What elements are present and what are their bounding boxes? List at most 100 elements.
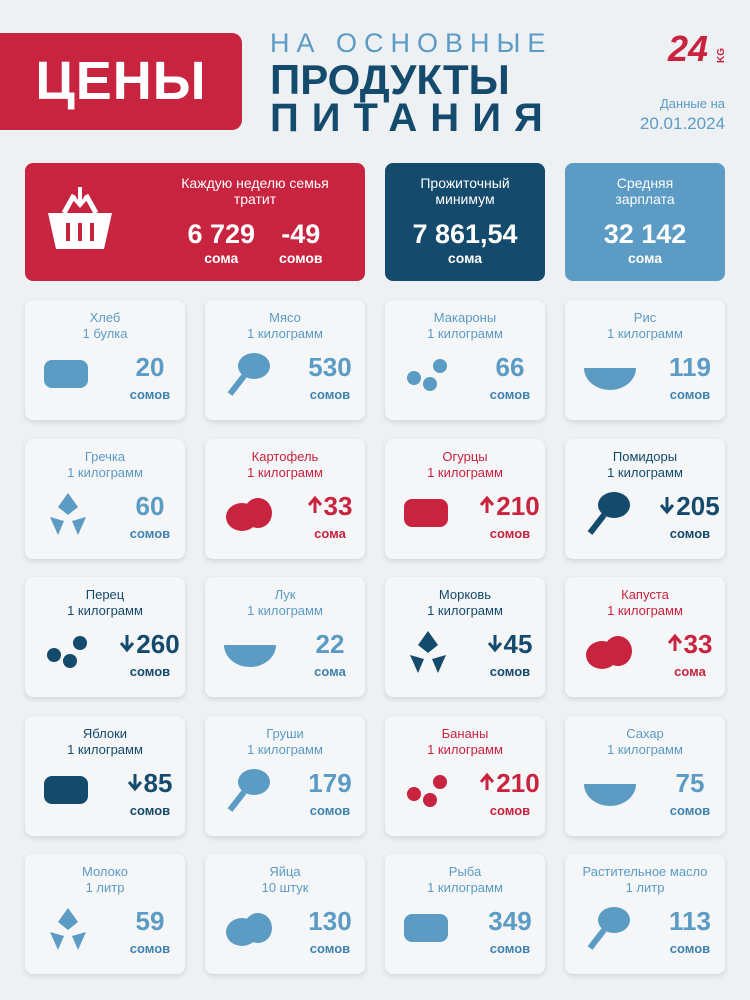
product-unit: 1 килограмм bbox=[247, 741, 323, 757]
summary-card: Средняя зарплата 32 142 сома bbox=[565, 163, 725, 281]
product-value: 130 bbox=[290, 906, 370, 937]
product-price: 20 bbox=[135, 352, 165, 382]
product-unit: 1 килограмм bbox=[607, 326, 683, 341]
product-name: Рыба bbox=[448, 864, 482, 879]
product-name: Хлеб bbox=[89, 310, 121, 325]
product-name: Огурцы bbox=[442, 448, 488, 464]
date-label: Данные на bbox=[660, 96, 725, 111]
product-unit: 1 килограмм bbox=[427, 741, 503, 757]
icon bbox=[50, 908, 86, 950]
icon bbox=[50, 492, 86, 535]
product-currency: сомов bbox=[129, 802, 171, 818]
product-value: 530 bbox=[290, 352, 370, 383]
product-price: 260 bbox=[136, 629, 180, 659]
product-card: Гречка 1 килограмм 60 сомов bbox=[25, 438, 185, 559]
product-price: 179 bbox=[308, 767, 352, 798]
product-currency: сомов bbox=[489, 802, 531, 818]
product-price: 210 bbox=[496, 490, 540, 521]
summary-title: Каждую неделю семья тратит bbox=[181, 175, 329, 207]
product-value: 113 bbox=[650, 906, 730, 937]
product-currency: сомов bbox=[669, 387, 711, 402]
icon bbox=[226, 497, 272, 531]
product-unit: 1 килограмм bbox=[247, 603, 323, 618]
product-card: Лук 1 килограмм 22 сома bbox=[205, 577, 365, 697]
icon bbox=[587, 907, 630, 950]
title-line: ПИТАНИЯ bbox=[270, 96, 556, 140]
icon bbox=[586, 636, 632, 669]
icon bbox=[404, 914, 448, 942]
icon bbox=[584, 783, 636, 806]
icon bbox=[44, 360, 88, 388]
icon bbox=[227, 768, 270, 812]
product-price: 119 bbox=[669, 352, 711, 382]
product-currency: сомов bbox=[309, 387, 351, 402]
product-value: 179 bbox=[290, 768, 370, 799]
figure-value: 7 861,54 bbox=[412, 219, 518, 249]
product-card: Макароны 1 килограмм 66 сомов bbox=[385, 300, 545, 420]
product-name: Картофель bbox=[251, 448, 319, 464]
product-card: Растительное масло 1 литр 113 сомов bbox=[565, 854, 725, 974]
title-line: ПРОДУКТЫ bbox=[270, 56, 510, 103]
icon bbox=[47, 636, 87, 668]
icon bbox=[44, 775, 88, 804]
product-unit: 1 килограмм bbox=[67, 741, 143, 757]
icon bbox=[410, 631, 446, 673]
badge: ЦЕНЫ bbox=[0, 33, 242, 130]
product-value: 60 bbox=[110, 491, 190, 522]
product-card: Хлеб 1 булка 20 сомов bbox=[25, 300, 185, 420]
product-value: 22 bbox=[290, 629, 370, 660]
summary-card: Прожиточный минимум 7 861,54 сома bbox=[385, 163, 545, 281]
trend-arrow bbox=[480, 772, 495, 790]
product-price: 33 bbox=[323, 490, 353, 521]
trend-arrow bbox=[120, 635, 135, 653]
product-card: Рыба 1 килограмм 349 сомов bbox=[385, 854, 545, 974]
figure: 6 729 сома bbox=[187, 219, 255, 266]
product-currency: сомов bbox=[489, 941, 531, 956]
icon bbox=[407, 359, 447, 391]
product-price: 85 bbox=[143, 767, 173, 798]
product-unit: 1 килограмм bbox=[607, 464, 683, 480]
product-value: 349 bbox=[470, 906, 550, 937]
product-value: 66 bbox=[470, 352, 550, 383]
product-name: Мясо bbox=[269, 310, 301, 325]
logo: 24 bbox=[668, 28, 709, 69]
figure-value: 32 142 bbox=[603, 219, 687, 249]
product-value: 85 bbox=[110, 768, 190, 799]
logo-suffix: KG bbox=[716, 48, 727, 63]
summary-body: Прожиточный минимум 7 861,54 сома bbox=[385, 175, 545, 268]
figure-currency: сома bbox=[627, 250, 663, 266]
trend-arrow bbox=[487, 635, 502, 653]
icon bbox=[584, 368, 636, 390]
product-price: 75 bbox=[675, 767, 705, 798]
icon bbox=[404, 498, 448, 527]
product-name: Растительное масло bbox=[582, 864, 708, 879]
product-card: Морковь 1 килограмм 45 сомов bbox=[385, 577, 545, 697]
product-unit: 1 килограмм bbox=[247, 464, 323, 480]
summary-body: Каждую неделю семья тратит 6 729 сома -49 со… bbox=[145, 175, 365, 268]
product-card: Молоко 1 литр 59 сомов bbox=[25, 854, 185, 974]
product-price: 530 bbox=[308, 352, 352, 382]
product-name: Молоко bbox=[82, 864, 128, 879]
product-price: 130 bbox=[308, 906, 352, 936]
product-unit: 1 килограмм bbox=[427, 880, 503, 895]
product-currency: сомов bbox=[129, 525, 171, 541]
product-value: 205 bbox=[650, 491, 730, 522]
product-name: Лук bbox=[274, 587, 296, 602]
figure-currency: сома bbox=[204, 250, 239, 266]
product-name: Яйца bbox=[269, 864, 301, 879]
product-unit: 1 килограмм bbox=[427, 326, 503, 341]
product-value: 260 bbox=[110, 629, 190, 660]
figure-currency: сомов bbox=[279, 250, 323, 266]
product-currency: сомов bbox=[309, 802, 351, 818]
product-currency: сомов bbox=[129, 664, 171, 679]
product-price: 60 bbox=[135, 490, 165, 521]
product-currency: сома bbox=[314, 664, 346, 679]
trend-arrow bbox=[127, 773, 142, 791]
summary-body: Средняя зарплата 32 142 сома bbox=[565, 175, 725, 268]
product-name: Капуста bbox=[621, 587, 669, 602]
figure: 32 142 сома bbox=[604, 219, 687, 266]
summary-title: Средняя зарплата bbox=[615, 175, 675, 207]
product-card: Бананы 1 килограмм 210 сомов bbox=[385, 715, 545, 836]
product-currency: сомов bbox=[669, 525, 711, 541]
trend-arrow bbox=[307, 495, 322, 513]
